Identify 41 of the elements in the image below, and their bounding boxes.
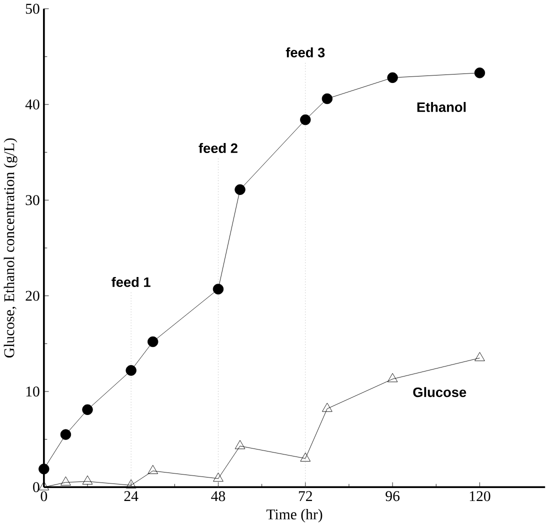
y-tick-label: 30 <box>26 195 40 206</box>
point <box>38 481 50 490</box>
x-tick-label: 24 <box>124 491 138 501</box>
y-tick-label: 10 <box>26 386 40 396</box>
y-axis-title: Glucose, Ethanol concentration (g/L) <box>4 138 18 358</box>
point <box>126 479 136 488</box>
x-axis-title: Time (hr) <box>266 508 322 522</box>
point <box>126 364 136 376</box>
point <box>387 72 398 83</box>
y-tick-label: 0 <box>33 482 40 492</box>
ref-line-label: feed 2 <box>198 142 238 153</box>
point <box>60 429 72 440</box>
point <box>60 476 71 486</box>
x-tick-label: 72 <box>298 491 312 501</box>
series-label: Glucose <box>413 386 466 397</box>
point <box>322 93 333 104</box>
point <box>213 472 224 482</box>
point <box>387 373 398 382</box>
point <box>82 404 93 415</box>
point <box>148 336 158 347</box>
point <box>322 402 332 412</box>
point <box>38 464 50 474</box>
point <box>474 67 486 78</box>
y-tick-label: 20 <box>26 290 40 301</box>
x-tick-label: 0 <box>40 491 48 502</box>
ref-line-label: feed 3 <box>286 47 325 58</box>
point <box>148 464 158 474</box>
x-tick-label: 120 <box>470 491 490 502</box>
point <box>234 184 246 195</box>
y-tick-label: 40 <box>25 99 40 110</box>
x-tick-label: 96 <box>386 491 400 502</box>
series-label: Ethanol <box>417 102 466 112</box>
x-tick-label: 48 <box>211 491 226 502</box>
y-tick-label: 50 <box>26 4 40 14</box>
point <box>300 452 311 462</box>
point <box>474 352 485 361</box>
point <box>300 114 311 126</box>
ref-line-label: feed 1 <box>112 276 150 287</box>
point <box>82 475 93 484</box>
point <box>234 440 246 449</box>
point <box>212 284 224 294</box>
